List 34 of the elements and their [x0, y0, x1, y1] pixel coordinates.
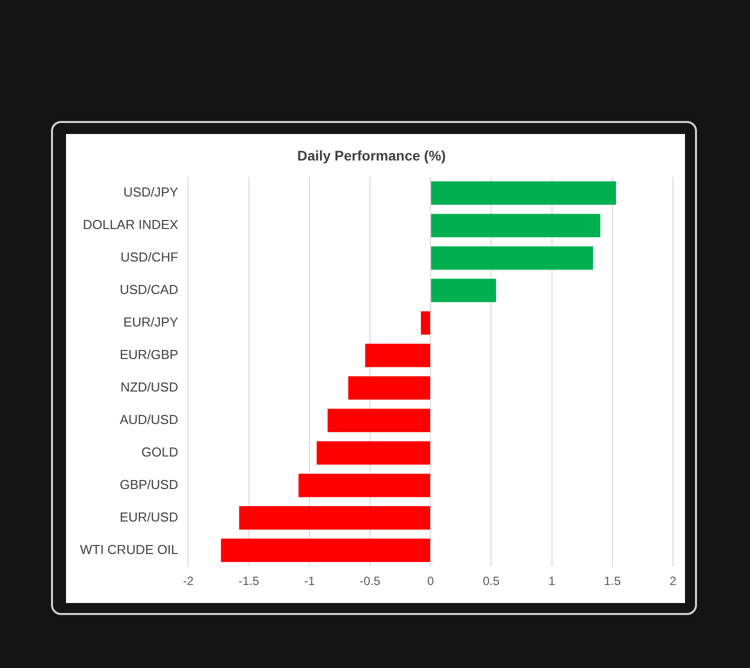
x-tick-label: 1 [548, 574, 556, 588]
y-tick-label: WTI CRUDE OIL [80, 542, 178, 557]
bar [298, 474, 430, 498]
y-tick-label: DOLLAR INDEX [82, 217, 179, 232]
bar [431, 246, 594, 270]
x-tick-label: -1.5 [238, 574, 260, 588]
y-tick-label: USD/JPY [123, 184, 179, 200]
bar [239, 506, 430, 530]
x-tick-label: 2 [670, 574, 677, 588]
y-tick-label: EUR/JPY [123, 314, 179, 330]
x-tick-label: -1 [304, 574, 316, 588]
bar [328, 408, 430, 432]
bar [420, 311, 430, 335]
y-tick-label: EUR/USD [120, 509, 178, 524]
bar [431, 278, 496, 302]
x-tick-label: 0 [427, 574, 434, 588]
bar [431, 181, 616, 205]
x-tick-label: 0.5 [482, 574, 500, 588]
y-tick-label: GBP/USD [120, 476, 178, 492]
x-tick-label: 1.5 [604, 574, 622, 588]
chart-title: Daily Performance (%) [297, 147, 446, 164]
bar [365, 344, 430, 368]
y-tick-label: USD/CAD [120, 282, 178, 298]
bar [348, 376, 430, 400]
bar [220, 538, 430, 562]
y-tick-label: USD/CHF [120, 250, 178, 265]
bar [431, 214, 600, 238]
bar [316, 441, 430, 465]
y-tick-label: GOLD [141, 444, 178, 460]
y-tick-label: NZD/USD [120, 380, 178, 395]
x-tick-label: -0.5 [360, 574, 381, 588]
x-tick-label: -2 [182, 574, 194, 588]
y-tick-label: EUR/GBP [120, 347, 178, 362]
y-tick-label: AUD/USD [120, 412, 178, 428]
